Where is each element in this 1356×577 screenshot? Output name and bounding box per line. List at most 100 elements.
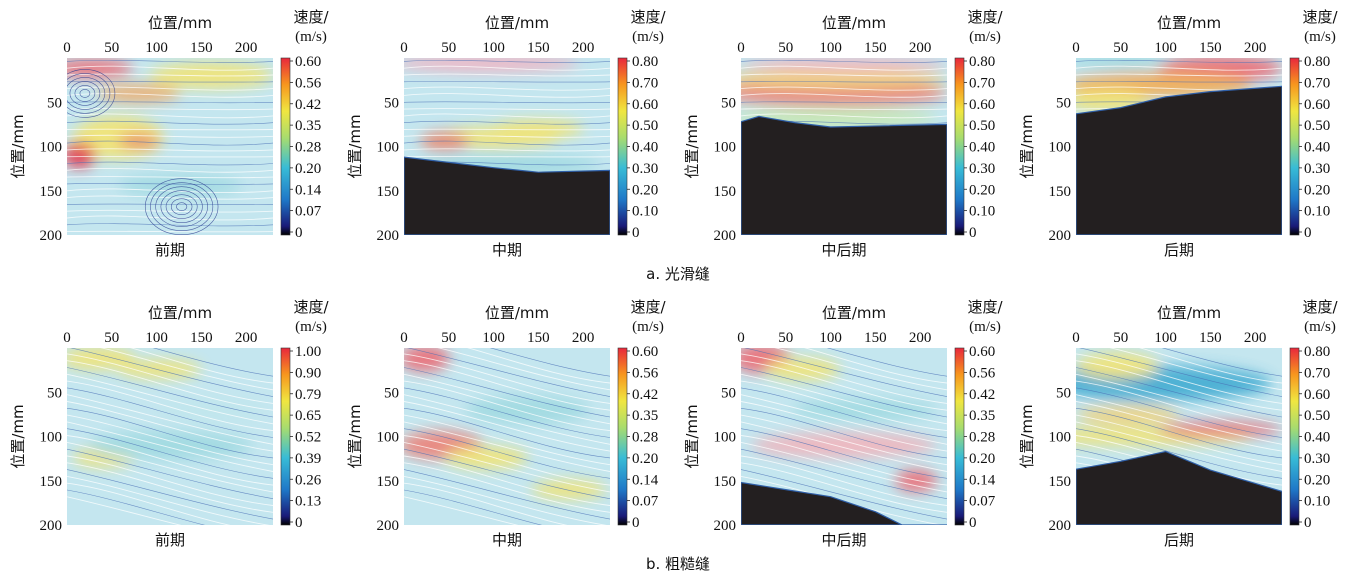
colorbar-tick-label: 0.50 <box>1304 408 1330 424</box>
x-tick-label: 0 <box>63 40 71 56</box>
streamlines <box>67 348 273 525</box>
streamlines <box>404 348 610 525</box>
colorbar-tick-label: 0.40 <box>969 140 995 156</box>
x-tick-label: 50 <box>1113 330 1128 346</box>
y-tick-label: 50 <box>1056 385 1071 401</box>
y-axis-label: 位置/mm <box>346 114 364 178</box>
panel-caption: 中期 <box>492 531 522 549</box>
y-tick-label: 50 <box>1056 95 1071 111</box>
y-tick-label: 200 <box>377 518 400 534</box>
y-tick-label: 100 <box>40 430 63 446</box>
colorbar-tick-label: 0 <box>295 515 303 531</box>
x-tick-label: 0 <box>400 40 408 56</box>
x-tick-label: 150 <box>1199 330 1222 346</box>
colorbar-tick-label: 0.70 <box>969 75 995 91</box>
colorbar-tick-label: 0.35 <box>632 408 658 424</box>
colorbar-tick-label: 0.20 <box>1304 472 1330 488</box>
colorbar-tick-label: 0.30 <box>969 161 995 177</box>
colorbar-tick-label: 0.42 <box>969 387 995 403</box>
colorbar-tick-label: 0.90 <box>295 365 321 381</box>
colorbar-tick-label: 0.20 <box>1304 182 1330 198</box>
colorbar-tick-label: 0.35 <box>969 408 995 424</box>
colorbar-tick-label: 0.40 <box>1304 140 1330 156</box>
y-tick-label: 200 <box>1049 228 1072 244</box>
colorbar-tick-label: 0.60 <box>969 344 995 360</box>
colorbar-tick-label: 0.40 <box>1304 430 1330 446</box>
colorbar-tick-label: 0.52 <box>295 430 321 446</box>
colorbar-tick-label: 0.20 <box>969 182 995 198</box>
colorbar-unit: (m/s) <box>969 29 1001 45</box>
y-tick-label: 50 <box>47 385 62 401</box>
velocity-shading <box>404 348 606 499</box>
colorbar-tick-label: 0.14 <box>969 472 996 488</box>
y-tick-label: 150 <box>377 474 400 490</box>
colorbar-unit: (m/s) <box>1304 319 1336 335</box>
y-axis-label: 位置/mm <box>9 114 27 178</box>
colorbar-title: 速度/ <box>630 298 666 316</box>
panel-b-3: 0 50 100 150 200 50 100 150 200 位置/mm 位置/mm 中后期 0.60… <box>683 298 1003 549</box>
colorbar-tick-label: 0.30 <box>1304 161 1330 177</box>
panels-layer: 0 50 100 150 20050100150200位置/mm位置/mm前期0.600… <box>9 8 1338 549</box>
colorbar-tick-label: 0.30 <box>632 161 658 177</box>
colorbar-tick-label: 0.70 <box>632 75 658 91</box>
colorbar-tick-label: 0.26 <box>295 472 322 488</box>
colorbar-tick-label: 0 <box>969 225 977 241</box>
colorbar-tick-label: 0.60 <box>632 344 658 360</box>
colorbar-tick-label: 0.10 <box>1304 494 1330 510</box>
x-tick-label: 200 <box>909 40 932 56</box>
y-tick-label: 200 <box>40 518 63 534</box>
y-tick-label: 150 <box>40 184 63 200</box>
x-tick-label: 0 <box>400 330 408 346</box>
panel-caption: 后期 <box>1164 531 1194 549</box>
x-tick-label: 200 <box>235 40 258 56</box>
x-axis-label: 位置/mm <box>1157 304 1221 322</box>
colorbar-unit: (m/s) <box>1304 29 1336 45</box>
solid-region <box>404 156 610 235</box>
x-axis-label: 位置/mm <box>822 304 886 322</box>
x-tick-label: 50 <box>778 330 793 346</box>
colorbar-title: 速度/ <box>967 8 1003 26</box>
colorbar-tick-label: 0.56 <box>295 75 322 91</box>
colorbar-tick-label: 0.14 <box>295 182 322 198</box>
x-tick-label: 200 <box>572 40 595 56</box>
vortex-swirl <box>67 69 219 235</box>
colorbar-tick-label: 0 <box>295 225 303 241</box>
solid-region <box>741 115 947 235</box>
y-axis-label: 位置/mm <box>683 404 701 468</box>
x-tick-label: 0 <box>63 330 71 346</box>
x-tick-label: 50 <box>441 40 456 56</box>
colorbar-unit: (m/s) <box>632 319 664 335</box>
y-tick-label: 150 <box>1049 474 1072 490</box>
y-tick-label: 50 <box>384 95 399 111</box>
row-caption-a: a. 光滑缝 <box>646 265 710 283</box>
colorbar-tick-label: 0.50 <box>969 118 995 134</box>
panel-a-4: 0 50 100 150 200 50 100 150 200 位置/mm 位置/mm 后期 0.80 0… <box>1018 8 1338 259</box>
y-tick-label: 200 <box>714 228 737 244</box>
colorbar-tick-label: 0.60 <box>632 97 658 113</box>
x-tick-label: 150 <box>527 330 550 346</box>
colorbar-tick-label: 0.80 <box>1304 54 1330 70</box>
colorbar-tick-label: 0.39 <box>295 451 321 467</box>
x-tick-label: 200 <box>1244 40 1267 56</box>
colorbar-tick-label: 0 <box>1304 225 1312 241</box>
colorbar-tick-label: 0.20 <box>632 182 658 198</box>
colorbar-unit: (m/s) <box>295 29 327 45</box>
y-tick-label: 100 <box>1049 430 1072 446</box>
colorbar-tick-label: 0.80 <box>1304 344 1330 360</box>
colorbar-tick-label: 0.70 <box>1304 75 1330 91</box>
colorbar-tick-label: 0.50 <box>1304 118 1330 134</box>
colorbar-tick-label: 0.13 <box>295 494 321 510</box>
y-axis-label: 位置/mm <box>1018 114 1036 178</box>
y-axis-label: 位置/mm <box>683 114 701 178</box>
colorbar-tick-label: 0.50 <box>632 118 658 134</box>
x-tick-label: 50 <box>441 330 456 346</box>
colorbar-tick-label: 0.10 <box>1304 204 1330 220</box>
colorbar-tick-label: 0.42 <box>295 97 321 113</box>
colorbar-tick-label: 0.56 <box>969 365 996 381</box>
colorbar-tick-label: 0 <box>1304 515 1312 531</box>
colorbar-title: 速度/ <box>293 298 329 316</box>
panel-b-4: 0 50 100 150 200 50 100 150 200 位置/mm 位置/mm 后期 0.80 0… <box>1018 298 1338 549</box>
x-axis-label: 位置/mm <box>485 304 549 322</box>
y-tick-label: 50 <box>721 95 736 111</box>
y-tick-label: 50 <box>384 385 399 401</box>
